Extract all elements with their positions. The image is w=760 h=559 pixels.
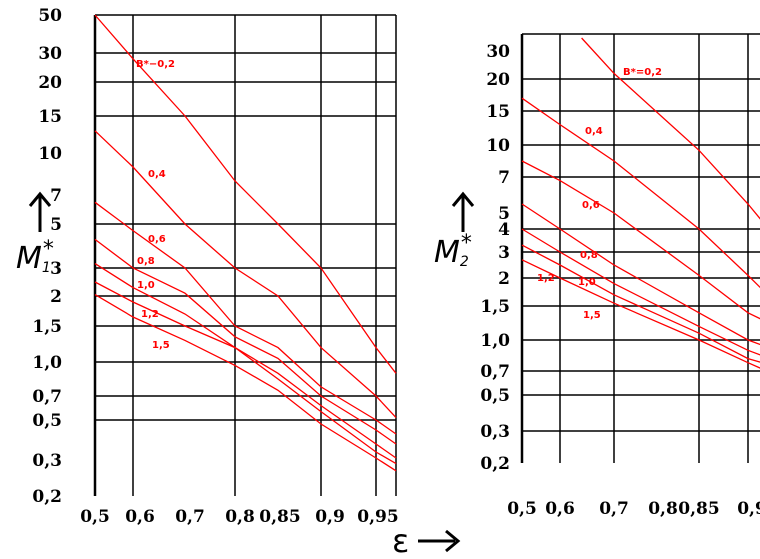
x-tick-label: 0,7	[175, 507, 205, 527]
series-label: 1,5	[152, 340, 170, 351]
y-tick-label: 10	[486, 136, 510, 156]
chart-panel-1: 50 30 20 15 10 7 5 3 2 1,5 1,0 0,7 0,5 0,3 0,2 0,5 0,6 0,…	[16, 6, 399, 527]
x-tick-label: 0,6	[545, 499, 575, 519]
series-label: 1,0	[578, 277, 596, 288]
series-label: 0,8	[580, 250, 598, 261]
y-tick-label: 0,2	[480, 454, 510, 474]
series-label: 0,8	[137, 256, 155, 267]
y-axis-label: M1*	[16, 237, 54, 276]
y-tick-label: 0,2	[32, 487, 62, 507]
y-tick-label: 7	[498, 168, 510, 188]
up-arrow-head-icon	[451, 191, 475, 207]
series-line-B02	[581, 37, 760, 220]
series-label: 1,2	[141, 309, 159, 320]
y-tick-label: 30	[486, 42, 510, 62]
y-tick-label: 0,5	[32, 411, 62, 431]
x-tick-label: 0,6	[125, 507, 155, 527]
y-tick-label: 1,0	[32, 353, 62, 373]
series-line-08	[94, 238, 397, 445]
right-arrow-head-icon	[445, 529, 461, 553]
x-tick-label: 0,8	[225, 507, 255, 527]
series-label: 1,0	[137, 280, 155, 291]
series-label: 0,4	[585, 126, 603, 137]
y-tick-label: 0,3	[32, 451, 62, 471]
y-tick-label: 4	[498, 220, 510, 240]
series-label: B*−0,2	[136, 59, 175, 70]
series-line-12	[521, 244, 760, 363]
series-label: 1,2	[537, 273, 555, 284]
y-tick-label: 0,7	[480, 362, 510, 382]
y-tick-label: 30	[38, 44, 62, 64]
y-tick-label: 10	[38, 144, 62, 164]
series-line-12	[94, 281, 397, 465]
series-line-10	[94, 263, 397, 459]
x-tick-label: 0,85	[259, 507, 300, 527]
series-label: B*=0,2	[623, 67, 662, 78]
x-tick-label: 0,95	[357, 507, 398, 527]
series-label: 0,4	[148, 169, 166, 180]
x-axis-label: ε	[392, 522, 409, 559]
y-tick-label: 20	[38, 73, 62, 93]
series-line-08	[521, 203, 760, 346]
y-tick-label: 5	[50, 215, 62, 235]
x-tick-label: 0,7	[599, 499, 629, 519]
series-line-15	[521, 259, 760, 369]
y-tick-label: 2	[50, 287, 62, 307]
chart-panel-2: 30 20 15 10 7 54 3 2 1,5 1,0 0,7 0,5 0,3 0,2 0,5 0,6 0,7…	[434, 33, 760, 519]
series-line-04	[521, 97, 760, 289]
up-arrow-head-icon	[28, 191, 52, 207]
x-tick-label: 0,8	[648, 499, 678, 519]
y-tick-label: 3	[498, 243, 510, 263]
y-axis-label: M2*	[434, 231, 472, 270]
x-tick-label: 0,9	[737, 499, 760, 519]
y-tick-label: 3	[50, 259, 62, 279]
series-label: 0,6	[582, 200, 600, 211]
y-tick-label: 1,0	[480, 331, 510, 351]
y-tick-label: 20	[486, 70, 510, 90]
y-tick-label: 0,5	[480, 386, 510, 406]
y-tick-label: 1,5	[32, 317, 62, 337]
y-tick-label: 0,7	[32, 387, 62, 407]
y-tick-label: 15	[486, 102, 510, 122]
y-tick-label: 15	[38, 107, 62, 127]
series-line-06	[94, 201, 397, 435]
y-tick-label: 0,3	[480, 422, 510, 442]
x-tick-label: 0,85	[678, 499, 719, 519]
y-tick-label: 50	[38, 6, 62, 26]
series-line-04	[94, 130, 397, 419]
series-label: 0,6	[148, 234, 166, 245]
y-tick-label: 7	[50, 186, 62, 206]
y-tick-label: 5	[498, 204, 510, 224]
y-tick-label: 2	[498, 269, 510, 289]
x-tick-label: 0,9	[315, 507, 345, 527]
x-tick-label: 0,5	[80, 507, 110, 527]
series-line-15	[94, 294, 397, 472]
series-line-06	[521, 160, 760, 320]
x-tick-label: 0,5	[507, 499, 537, 519]
series-line-B02	[94, 14, 397, 374]
y-tick-label: 1,5	[480, 297, 510, 317]
series-line-10	[521, 228, 760, 356]
series-label: 1,5	[583, 310, 601, 321]
